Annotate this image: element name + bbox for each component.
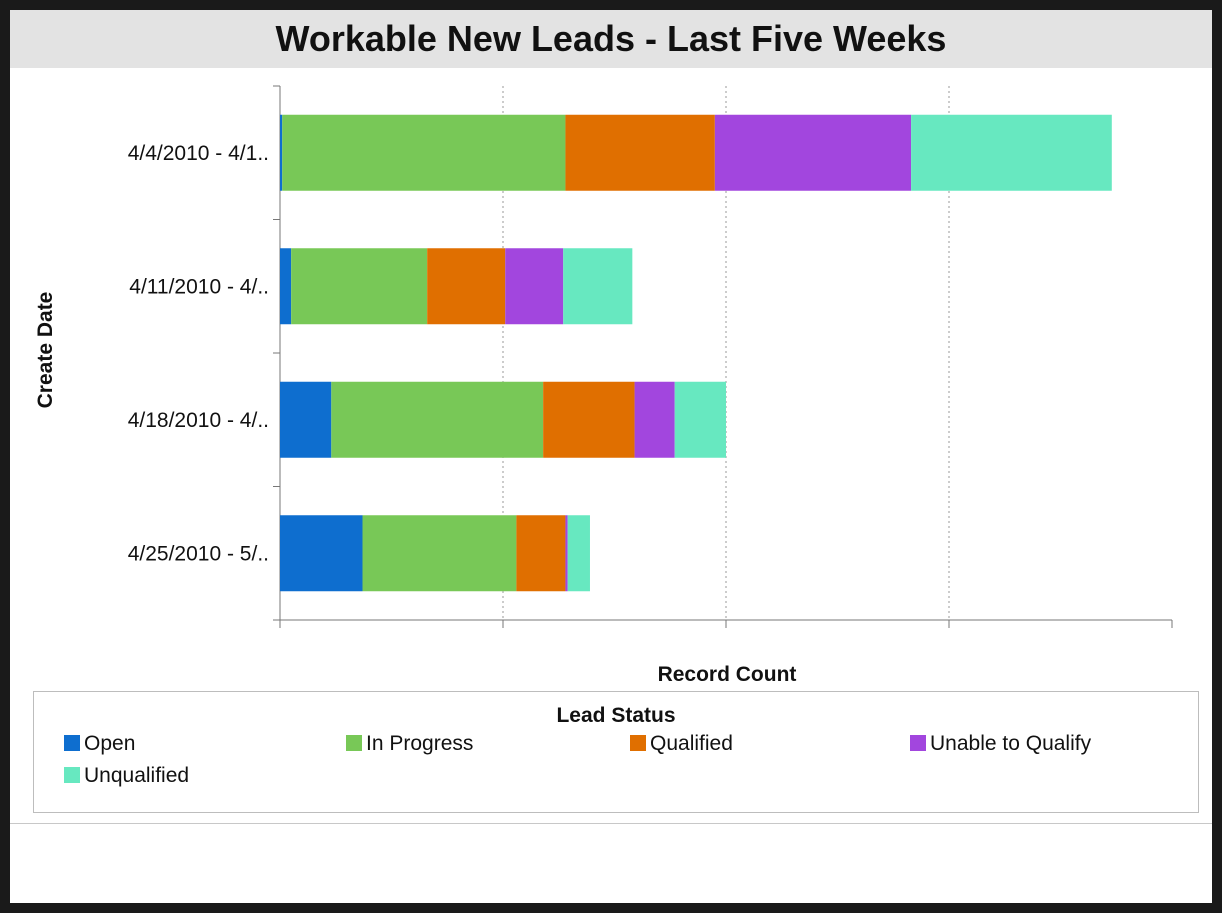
category-label: 4/11/2010 - 4/.. xyxy=(129,275,269,298)
bar-unable-to-qualify xyxy=(714,114,912,191)
bar-in-progress xyxy=(331,381,544,458)
bar-in-progress xyxy=(282,114,566,191)
category-label: 4/25/2010 - 5/.. xyxy=(128,542,269,565)
bar-open xyxy=(280,248,292,325)
bar-qualified xyxy=(565,114,715,191)
legend-label: Unable to Qualify xyxy=(930,732,1092,755)
legend-swatch xyxy=(910,735,926,751)
bars xyxy=(280,114,1112,592)
bar-open xyxy=(280,515,363,592)
legend-label: Open xyxy=(84,732,136,755)
bar-qualified xyxy=(516,515,566,592)
chart-plot: 4/4/2010 - 4/1.. 4/11/2010 - 4/.. 4/18/201… xyxy=(34,85,1173,686)
legend-item: Open xyxy=(64,732,135,756)
bar-qualified xyxy=(543,381,635,458)
x-axis-title: Record Count xyxy=(658,663,797,686)
bar-unqualified xyxy=(911,114,1112,191)
chart-title: Workable New Leads - Last Five Weeks xyxy=(10,10,1212,68)
category-labels: 4/4/2010 - 4/1.. 4/11/2010 - 4/.. 4/18/201… xyxy=(128,142,269,566)
bar-unable-to-qualify xyxy=(565,515,568,592)
bar-open xyxy=(280,381,332,458)
y-axis-title: Create Date xyxy=(34,292,57,409)
legend-item: In Progress xyxy=(346,732,473,756)
bar-unqualified xyxy=(567,515,590,592)
bar-unqualified xyxy=(563,248,633,325)
legend-label: In Progress xyxy=(366,732,474,755)
legend-title: Lead Status xyxy=(556,704,676,727)
legend-item: Qualified xyxy=(630,732,733,756)
bar-unable-to-qualify xyxy=(505,248,564,325)
bar-in-progress xyxy=(362,515,517,592)
legend-swatch xyxy=(64,735,80,751)
category-label: 4/4/2010 - 4/1.. xyxy=(128,142,269,165)
legend-swatch xyxy=(630,735,646,751)
footer-divider xyxy=(10,823,1212,824)
bar-unable-to-qualify xyxy=(634,381,675,458)
legend-swatch xyxy=(346,735,362,751)
bar-unqualified xyxy=(674,381,726,458)
legend-swatch xyxy=(64,767,80,783)
bar-qualified xyxy=(427,248,506,325)
category-label: 4/18/2010 - 4/.. xyxy=(128,409,269,432)
legend-item: Unqualified xyxy=(64,764,189,788)
legend-label: Unqualified xyxy=(84,764,190,787)
legend-item: Unable to Qualify xyxy=(910,732,1091,756)
legend: Lead Status Open In Progress Qualified Unab… xyxy=(33,691,1199,813)
legend-label: Qualified xyxy=(650,732,733,755)
bar-in-progress xyxy=(291,248,428,325)
bar-open xyxy=(280,114,283,191)
